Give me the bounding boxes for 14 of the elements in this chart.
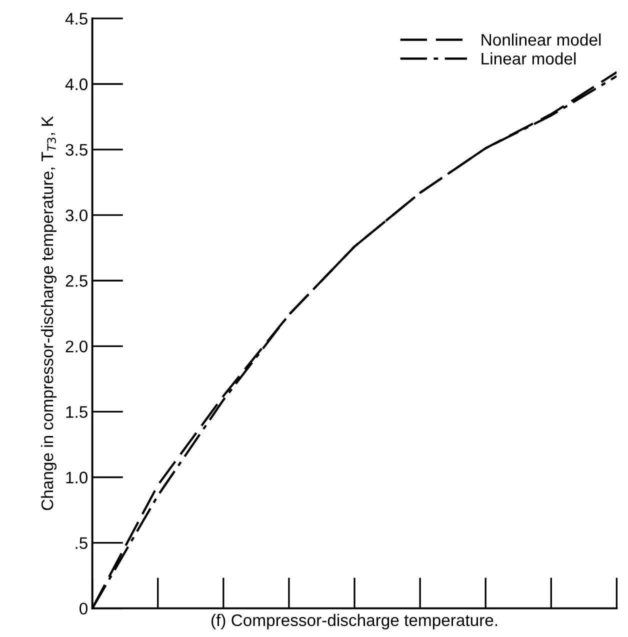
y-tick-label: 2.0 bbox=[66, 340, 88, 352]
y-tick-label: 3.5 bbox=[66, 144, 88, 156]
x-axis-title: (f) Compressor-discharge temperature. bbox=[212, 614, 498, 630]
y-tick-label: 1.0 bbox=[66, 472, 88, 484]
y-tick-label: 4.5 bbox=[65, 13, 88, 25]
y-tick-label: .5 bbox=[76, 537, 88, 549]
y-tick-label: 0 bbox=[80, 602, 88, 615]
y-tick-label: 3.0 bbox=[66, 209, 88, 222]
legend-label: Nonlinear model bbox=[482, 33, 601, 46]
y-tick-label: 4.0 bbox=[65, 78, 88, 90]
legend-label: Linear model bbox=[482, 52, 576, 65]
y-tick-label: 1.5 bbox=[66, 406, 88, 418]
y-tick-label: 2.5 bbox=[66, 275, 88, 287]
y-axis-title: Change in compressor-discharge temperature, T$_{T3}$, K bbox=[40, 116, 57, 510]
